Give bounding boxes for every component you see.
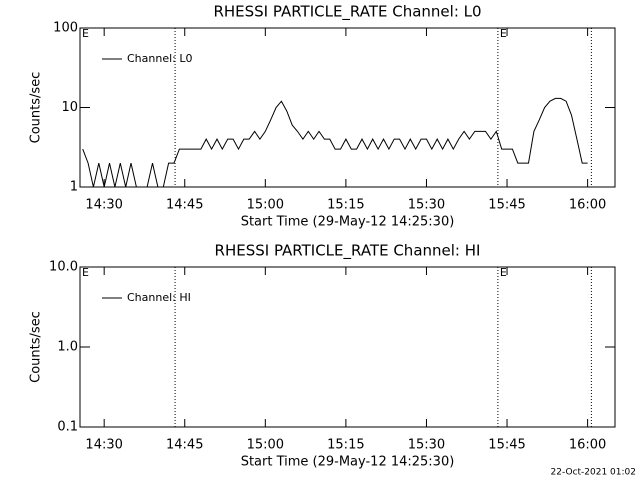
x-tick-label: 15:15: [327, 198, 364, 213]
y-tick-label: 100: [53, 21, 78, 36]
x-tick-label: 15:45: [488, 198, 525, 213]
x-tick-label: 15:00: [247, 198, 284, 213]
x-tick-label: 14:45: [166, 438, 203, 453]
y-tick-label: 1: [70, 180, 78, 195]
legend-label: Channel: L0: [127, 52, 193, 65]
y-tick-label: 1.0: [57, 340, 78, 355]
x-tick-label: 16:00: [569, 438, 606, 453]
x-tick-label: 15:45: [488, 438, 525, 453]
y-axis-label: Counts/sec: [29, 311, 44, 383]
y-tick-label: 0.1: [57, 420, 78, 435]
x-tick-label: 15:30: [408, 198, 445, 213]
y-tick-label: 10: [61, 100, 78, 115]
x-tick-label: 15:15: [327, 438, 364, 453]
annotation: E: [500, 27, 507, 40]
y-axis-label: Counts/sec: [29, 72, 44, 144]
x-tick-label: 14:45: [166, 198, 203, 213]
chart-title: RHESSI PARTICLE_RATE Channel: HI: [215, 242, 481, 261]
y-tick-label: 10.0: [49, 260, 78, 275]
x-axis-label: Start Time (29-May-12 14:25:30): [241, 215, 455, 230]
x-tick-label: 15:00: [247, 438, 284, 453]
footer: 22-Oct-2021 01:02: [551, 468, 636, 478]
legend-label: Channel: HI: [127, 291, 191, 304]
x-axis-label: Start Time (29-May-12 14:25:30): [241, 455, 455, 470]
annotation: E: [82, 266, 89, 279]
x-tick-label: 16:00: [569, 198, 606, 213]
data-line: [82, 97, 588, 188]
x-tick-label: 15:30: [408, 438, 445, 453]
chart-title: RHESSI PARTICLE_RATE Channel: L0: [213, 3, 481, 22]
annotation: E: [82, 27, 89, 40]
x-tick-label: 14:30: [85, 198, 122, 213]
x-tick-label: 14:30: [85, 438, 122, 453]
annotation: E: [500, 266, 507, 279]
